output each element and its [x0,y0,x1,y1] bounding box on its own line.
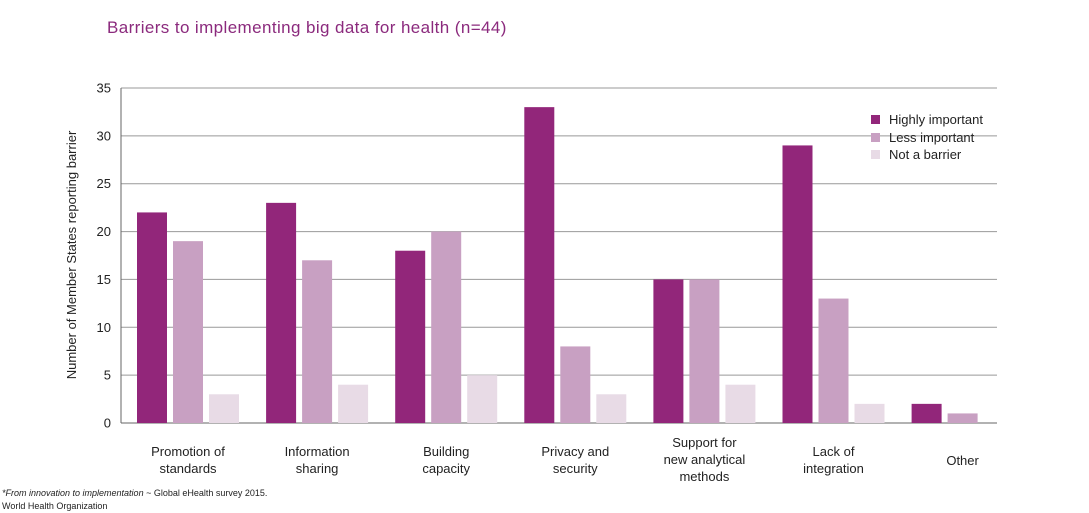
bar-less-important [689,279,720,423]
organization-name: World Health Organization [2,501,108,511]
category-labels: Promotion of standards Information sharing B… [151,435,979,484]
chart-title: Barriers to implementing big data for he… [107,18,507,37]
legend-item-not-a-barrier: Not a barrier [871,146,983,164]
bar-not-a-barrier [725,384,756,423]
bar-highly-important [524,107,555,424]
y-tick-label: 5 [104,368,111,383]
bar-less-important [818,298,849,423]
source-details: ~ Global eHealth survey 2015. [143,488,268,498]
bar-less-important [302,260,333,423]
category-label: Promotion of standards [151,444,225,476]
legend-swatch [871,132,880,142]
bar-not-a-barrier [854,403,885,423]
bar-not-a-barrier [209,394,239,423]
legend-label: Not a barrier [889,147,962,163]
y-tick-labels: 0 5 10 15 20 25 30 35 [97,81,111,431]
bar-highly-important [911,403,942,423]
legend-label: Highly important [889,112,983,128]
legend: Highly important Less important Not a ba… [871,111,983,164]
bar-highly-important [137,212,167,423]
bar-less-important [431,231,462,423]
bar-less-important [947,413,978,423]
bar-not-a-barrier [338,384,369,423]
bar-less-important [560,346,591,423]
bar-less-important [173,241,203,423]
y-tick-label: 10 [97,320,111,335]
legend-swatch [871,150,880,160]
y-tick-label: 25 [97,176,111,191]
category-label: Privacy and security [541,444,609,476]
bars [137,107,978,424]
y-tick-label: 0 [104,416,111,431]
y-axis-label: Number of Member States reporting barrie… [64,130,79,379]
bar-not-a-barrier [467,375,498,423]
legend-item-highly-important: Highly important [871,111,983,129]
category-label: Other [946,453,979,468]
y-tick-label: 30 [97,128,111,143]
source-title: *From innovation to implementation [2,488,144,498]
category-label: Support for new analytical methods [664,435,746,484]
legend-item-less-important: Less important [871,129,983,147]
y-tick-label: 35 [97,81,111,96]
bar-highly-important [782,145,813,423]
category-label: Building capacity [422,444,470,476]
bar-highly-important [266,202,297,423]
legend-swatch [871,115,880,125]
axes [120,88,997,424]
legend-label: Less important [889,129,975,145]
y-tick-label: 15 [97,272,111,287]
category-label: Lack of integration [803,444,864,476]
bar-not-a-barrier [596,394,627,423]
bar-highly-important [395,250,426,423]
bar-highly-important [653,279,684,423]
category-label: Information sharing [285,444,350,476]
grid-lines [121,87,997,376]
source-footnote: *From innovation to implementation ~ Glo… [2,488,267,498]
y-tick-label: 20 [97,224,111,239]
